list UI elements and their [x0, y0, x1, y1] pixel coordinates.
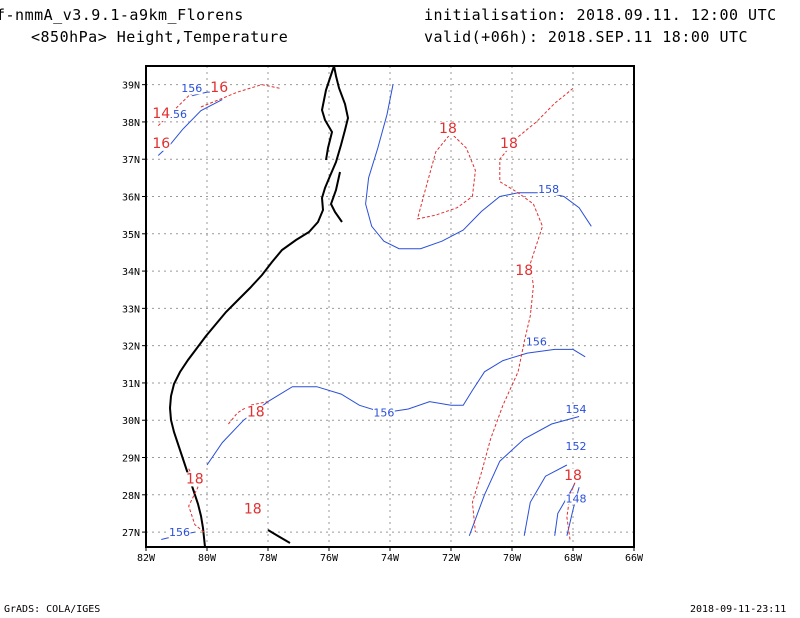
y-tick-label: 30N	[122, 416, 140, 427]
x-tick-label: 66W	[625, 553, 644, 564]
contour-label-background	[151, 136, 171, 151]
x-tick-label: 70W	[503, 553, 522, 564]
x-tick-label: 80W	[198, 553, 217, 564]
y-tick-label: 35N	[122, 230, 140, 241]
y-tick-label: 32N	[122, 342, 140, 353]
temperature-contour-label: 18	[515, 263, 533, 279]
contour-label-background	[565, 403, 587, 415]
y-tick-label: 38N	[122, 118, 140, 129]
temperature-contour-label: 18	[564, 468, 582, 484]
y-tick-label: 34N	[122, 267, 140, 278]
temperature-contour-18	[566, 472, 580, 540]
y-tick-label: 31N	[122, 379, 140, 390]
chart-subtitle: <850hPa> Height,Temperature	[31, 28, 289, 46]
grid-lines	[146, 66, 634, 547]
temperature-contour-18	[188, 468, 205, 533]
height-contour-label: 152	[566, 440, 587, 453]
temperature-contour-18	[471, 88, 574, 533]
initialisation-label: initialisation: 2018.09.11. 12:00 UTC	[424, 6, 777, 24]
height-contour-label: 154	[566, 403, 587, 416]
height-contour-152	[523, 464, 568, 536]
x-tick-label: 74W	[381, 553, 400, 564]
contour-label-background	[180, 83, 203, 95]
temperature-contour-label: 14	[152, 106, 170, 122]
height-contour-label: 156	[166, 108, 187, 121]
temperature-contour-label: 18	[247, 404, 265, 420]
temperature-contour-16	[200, 84, 281, 108]
y-tick-label: 27N	[122, 528, 140, 539]
height-contour-label: 148	[566, 492, 587, 505]
height-contour-154	[468, 416, 580, 536]
height-contour-label: 158	[538, 183, 559, 196]
temperature-contour-18	[228, 401, 269, 425]
y-tick-label: 29N	[122, 454, 140, 465]
contour-label-background	[246, 405, 266, 420]
temperature-contour-label: 16	[152, 136, 170, 152]
contour-label-background	[537, 183, 560, 195]
height-contour-label: 156	[373, 406, 394, 419]
x-tick-label: 68W	[564, 553, 583, 564]
contour-label-background	[438, 121, 458, 136]
y-tick-label: 37N	[122, 155, 140, 166]
height-contour-label: 156	[526, 336, 547, 349]
contour-label-background	[499, 136, 519, 151]
y-tick-label: 39N	[122, 81, 140, 92]
contour-label-background	[209, 80, 229, 95]
contour-label-background	[168, 527, 191, 539]
temperature-contour-label: 16	[210, 80, 228, 96]
valid-time-label: valid(+06h): 2018.SEP.11 18:00 UTC	[424, 28, 749, 46]
x-tick-label: 76W	[320, 553, 339, 564]
contour-label-background	[525, 336, 548, 348]
temperature-contour-label: 18	[500, 136, 518, 152]
x-tick-label: 72W	[442, 553, 461, 564]
contour-label-background	[565, 441, 587, 453]
model-title: f-nmmA_v3.9.1-a9km_Florens	[0, 6, 244, 24]
contour-label-background	[373, 407, 395, 419]
y-tick-label: 28N	[122, 491, 140, 502]
footer-timestamp: 2018-09-11-23:11	[690, 604, 787, 615]
temperature-contour-label: 18	[186, 472, 204, 488]
height-contour-156	[206, 348, 586, 466]
contour-label-background	[563, 468, 583, 483]
height-contour-label: 156	[169, 526, 190, 539]
coastline	[168, 66, 350, 547]
contour-label-background	[151, 107, 171, 122]
temperature-contour-label: 18	[244, 501, 262, 517]
contour-label-background	[514, 263, 534, 278]
x-tick-label: 78W	[259, 553, 278, 564]
y-tick-label: 36N	[122, 193, 140, 204]
contour-label-background	[185, 472, 205, 487]
height-contour-label: 156	[181, 82, 202, 95]
temperature-contour-18	[416, 132, 476, 220]
x-tick-label: 82W	[137, 553, 156, 564]
y-tick-label: 33N	[122, 304, 140, 315]
contour-label-background	[165, 109, 188, 121]
height-contour-158	[365, 84, 592, 250]
footer-credit: GrADS: COLA/IGES	[4, 604, 101, 615]
contour-label-background	[243, 502, 263, 517]
contour-label-background	[565, 493, 587, 505]
temperature-contour-label: 18	[439, 121, 457, 137]
